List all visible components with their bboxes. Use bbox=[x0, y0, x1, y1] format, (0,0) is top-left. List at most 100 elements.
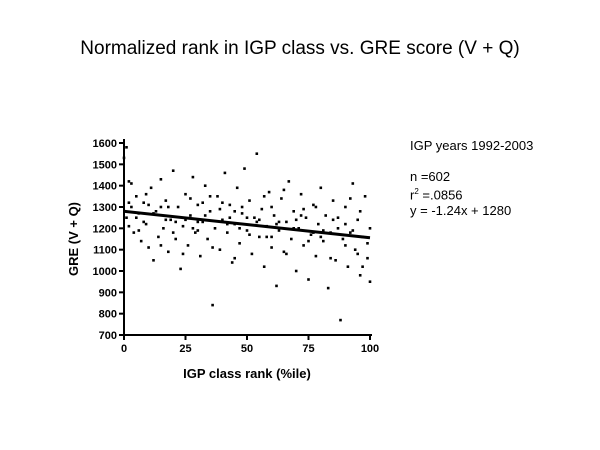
data-point bbox=[238, 242, 241, 245]
data-point bbox=[149, 186, 153, 190]
stats-heading: IGP years 1992-2003 bbox=[410, 138, 534, 153]
data-point bbox=[191, 175, 195, 179]
data-point bbox=[277, 229, 281, 232]
data-point bbox=[216, 195, 219, 198]
stats-r2: r2 =.0856 bbox=[410, 184, 533, 203]
data-point bbox=[181, 252, 185, 256]
data-point bbox=[125, 216, 128, 219]
data-point bbox=[358, 274, 362, 277]
data-point bbox=[329, 256, 332, 260]
data-point bbox=[203, 184, 207, 187]
data-point bbox=[208, 210, 212, 213]
data-point bbox=[154, 210, 158, 213]
data-point bbox=[233, 210, 236, 213]
data-point bbox=[221, 218, 224, 222]
data-point bbox=[159, 205, 163, 209]
data-point bbox=[334, 259, 337, 262]
data-point bbox=[322, 229, 325, 232]
data-point bbox=[285, 252, 288, 256]
data-point bbox=[255, 220, 259, 224]
data-point bbox=[157, 235, 160, 239]
data-point bbox=[238, 227, 241, 230]
data-point bbox=[262, 195, 266, 198]
x-tick-label: 75 bbox=[302, 343, 314, 355]
data-point bbox=[312, 203, 315, 207]
data-point bbox=[314, 254, 318, 258]
data-point bbox=[272, 214, 276, 217]
data-point bbox=[235, 186, 239, 190]
data-point bbox=[201, 201, 204, 204]
x-axis-title: IGP class rank (%ile) bbox=[183, 366, 311, 381]
data-point bbox=[152, 259, 155, 262]
stats-r2-prefix: r bbox=[410, 187, 415, 203]
data-point bbox=[299, 192, 303, 196]
data-point bbox=[344, 222, 347, 226]
data-point bbox=[290, 237, 293, 241]
data-point bbox=[287, 180, 291, 183]
data-point bbox=[255, 152, 259, 155]
data-point bbox=[351, 229, 355, 232]
stats-r2-sup: 2 bbox=[414, 187, 419, 196]
data-point bbox=[137, 229, 141, 232]
data-point bbox=[294, 269, 298, 273]
data-point bbox=[336, 227, 340, 230]
data-point bbox=[194, 231, 197, 234]
data-point bbox=[142, 220, 145, 224]
data-point bbox=[228, 216, 232, 219]
data-point bbox=[184, 218, 187, 222]
data-point bbox=[171, 231, 175, 234]
x-tick-label: 25 bbox=[179, 343, 191, 355]
data-point bbox=[179, 267, 182, 271]
data-point bbox=[147, 203, 150, 207]
data-point bbox=[147, 246, 150, 249]
data-point bbox=[196, 229, 200, 232]
data-point bbox=[282, 250, 286, 254]
data-point bbox=[307, 278, 310, 281]
y-axis-title: GRE (V + Q) bbox=[66, 202, 81, 276]
data-point bbox=[127, 180, 131, 183]
data-point bbox=[189, 214, 192, 217]
data-point bbox=[132, 231, 136, 234]
data-point bbox=[189, 197, 192, 200]
data-point bbox=[228, 203, 232, 207]
data-point bbox=[265, 235, 268, 239]
data-point bbox=[275, 222, 278, 226]
x-tick-label: 0 bbox=[121, 343, 127, 355]
data-point bbox=[302, 207, 305, 211]
y-tick-label: 1500 bbox=[93, 159, 117, 171]
data-point bbox=[258, 218, 261, 222]
data-point bbox=[361, 265, 364, 268]
data-point bbox=[366, 242, 369, 245]
data-point bbox=[324, 214, 327, 217]
data-point bbox=[277, 220, 281, 224]
stats-equation: y = -1.24x + 1280 bbox=[410, 202, 512, 218]
data-point bbox=[167, 205, 170, 209]
data-point bbox=[196, 220, 200, 224]
data-point bbox=[270, 235, 273, 239]
y-tick-label: 1200 bbox=[93, 223, 117, 235]
data-point bbox=[164, 218, 168, 222]
data-point bbox=[366, 256, 369, 260]
data-point bbox=[349, 231, 352, 234]
data-point bbox=[258, 235, 261, 239]
data-point bbox=[250, 252, 254, 256]
data-point bbox=[169, 218, 172, 222]
data-point bbox=[282, 188, 286, 192]
data-point bbox=[248, 199, 251, 202]
data-point bbox=[270, 205, 273, 209]
data-point bbox=[346, 265, 350, 268]
data-point bbox=[144, 222, 148, 226]
data-point bbox=[164, 199, 168, 202]
data-point bbox=[319, 186, 323, 190]
data-point bbox=[297, 227, 300, 230]
data-point bbox=[139, 239, 143, 243]
stats-panel: IGP years 1992-2003 n =602 r2 =.0856 y =… bbox=[410, 138, 533, 218]
data-point bbox=[135, 195, 138, 198]
data-point bbox=[218, 207, 222, 211]
data-point bbox=[275, 284, 278, 288]
y-tick-label: 1100 bbox=[93, 245, 117, 257]
data-point bbox=[248, 233, 251, 236]
data-point bbox=[206, 237, 209, 241]
data-point bbox=[368, 280, 372, 283]
